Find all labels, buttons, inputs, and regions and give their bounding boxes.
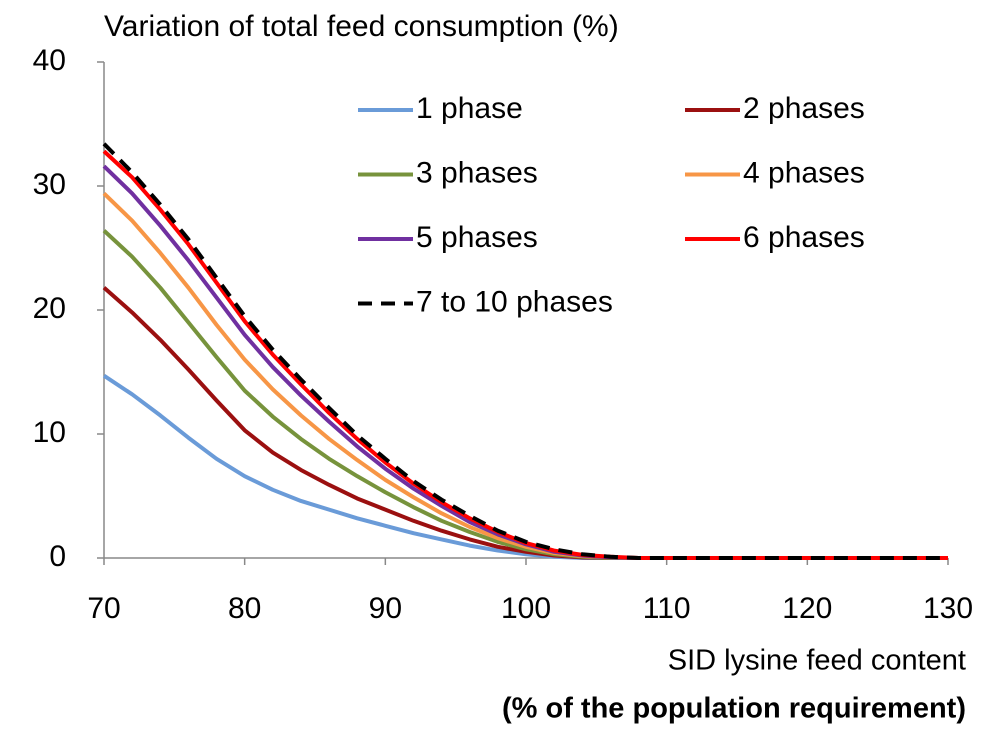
- x-tick-label: 120: [782, 592, 832, 625]
- line: [102, 374, 948, 560]
- x-tick-label: 70: [87, 592, 120, 625]
- x-tick-label: 80: [228, 592, 261, 625]
- line: [102, 286, 948, 560]
- x-axis-label: SID lysine feed content: [668, 645, 966, 677]
- chart-title: Variation of total feed consumption (%): [104, 10, 619, 43]
- y-tick-label: 30: [33, 168, 66, 201]
- legend-label: 6 phases: [743, 221, 865, 254]
- legend-label: 1 phase: [416, 92, 523, 125]
- x-tick-label: 130: [923, 592, 973, 625]
- x-tick-label: 90: [369, 592, 402, 625]
- line: [102, 142, 948, 560]
- legend-label: 3 phases: [416, 156, 538, 189]
- x-axis-label: (% of the population requirement): [502, 693, 966, 725]
- legend-label: 2 phases: [743, 92, 865, 125]
- legend-label: 5 phases: [416, 221, 538, 254]
- x-tick-label: 100: [501, 592, 551, 625]
- y-tick-label: 0: [49, 540, 66, 573]
- x-tick-label: 110: [643, 592, 691, 625]
- legend-label: 7 to 10 phases: [416, 285, 613, 318]
- line: [102, 229, 948, 560]
- y-tick-label: 10: [33, 416, 66, 449]
- y-tick-label: 20: [33, 292, 66, 325]
- y-tick-label: 40: [33, 44, 66, 77]
- line: [102, 149, 948, 560]
- legend-label: 4 phases: [743, 156, 865, 189]
